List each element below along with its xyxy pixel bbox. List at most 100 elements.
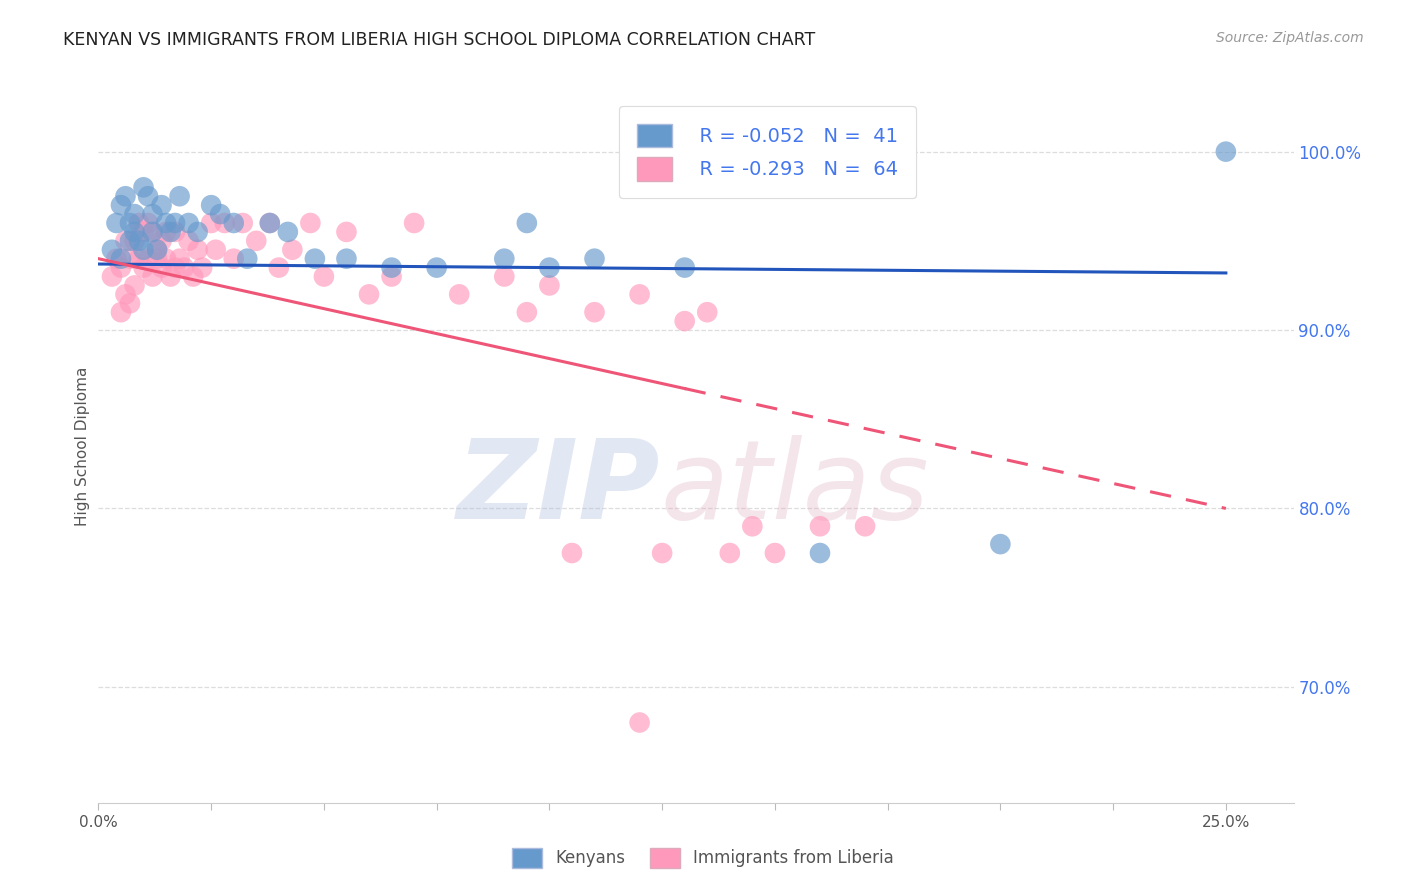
Point [990, 537, 1012, 551]
Point [494, 252, 516, 266]
Point [200, 216, 222, 230]
Point [277, 225, 299, 239]
Point [114, 287, 136, 301]
Point [191, 260, 214, 275]
Point [281, 243, 304, 257]
Y-axis label: High School Diploma: High School Diploma [75, 367, 90, 525]
Point [150, 234, 173, 248]
Point [187, 243, 209, 257]
Point [204, 243, 226, 257]
Point [118, 216, 141, 230]
Point [110, 198, 132, 212]
Point [380, 260, 402, 275]
Point [141, 269, 163, 284]
Point [312, 269, 335, 284]
Point [651, 546, 673, 560]
Legend:   R = -0.052   N =  41,   R = -0.293   N =  64: R = -0.052 N = 41, R = -0.293 N = 64 [620, 106, 915, 198]
Point [132, 225, 155, 239]
Point [132, 260, 155, 275]
Point [128, 252, 150, 266]
Point [628, 715, 651, 730]
Point [335, 225, 357, 239]
Point [222, 216, 245, 230]
Point [141, 225, 163, 239]
Point [159, 225, 181, 239]
Point [267, 260, 290, 275]
Point [132, 180, 155, 194]
Point [136, 189, 159, 203]
Point [165, 216, 187, 230]
Point [124, 234, 146, 248]
Point [718, 546, 741, 560]
Text: atlas: atlas [661, 435, 929, 542]
Point [335, 252, 357, 266]
Point [299, 216, 322, 230]
Point [136, 252, 159, 266]
Point [1215, 145, 1237, 159]
Point [741, 519, 763, 533]
Point [380, 269, 402, 284]
Point [128, 216, 150, 230]
Point [236, 252, 259, 266]
Point [259, 216, 281, 230]
Point [114, 234, 136, 248]
Point [105, 252, 128, 266]
Point [673, 314, 696, 328]
Point [357, 287, 380, 301]
Point [150, 198, 173, 212]
Point [146, 243, 169, 257]
Point [101, 243, 124, 257]
Point [118, 252, 141, 266]
Point [808, 519, 831, 533]
Point [449, 287, 471, 301]
Point [404, 216, 426, 230]
Point [101, 269, 124, 284]
Text: ZIP: ZIP [457, 435, 661, 542]
Point [159, 269, 181, 284]
Point [165, 260, 187, 275]
Point [222, 252, 245, 266]
Point [173, 260, 195, 275]
Point [177, 216, 200, 230]
Point [118, 296, 141, 310]
Point [110, 260, 132, 275]
Point [538, 278, 561, 293]
Point [209, 207, 232, 221]
Point [105, 216, 128, 230]
Point [628, 287, 651, 301]
Point [561, 546, 583, 560]
Point [155, 252, 177, 266]
Point [169, 189, 191, 203]
Point [155, 216, 177, 230]
Point [494, 269, 516, 284]
Point [132, 243, 155, 257]
Point [141, 225, 163, 239]
Point [516, 216, 538, 230]
Point [259, 216, 281, 230]
Point [673, 260, 696, 275]
Point [136, 216, 159, 230]
Point [853, 519, 876, 533]
Point [128, 234, 150, 248]
Point [696, 305, 718, 319]
Point [124, 278, 146, 293]
Point [177, 234, 200, 248]
Point [516, 305, 538, 319]
Point [583, 305, 606, 319]
Text: Source: ZipAtlas.com: Source: ZipAtlas.com [1216, 31, 1364, 45]
Point [150, 260, 173, 275]
Point [763, 546, 786, 560]
Point [114, 189, 136, 203]
Point [304, 252, 326, 266]
Legend: Kenyans, Immigrants from Liberia: Kenyans, Immigrants from Liberia [505, 841, 901, 875]
Point [245, 234, 267, 248]
Point [110, 305, 132, 319]
Point [118, 234, 141, 248]
Point [538, 260, 561, 275]
Point [124, 225, 146, 239]
Point [141, 207, 163, 221]
Point [583, 252, 606, 266]
Point [214, 216, 236, 230]
Point [146, 243, 169, 257]
Point [146, 252, 169, 266]
